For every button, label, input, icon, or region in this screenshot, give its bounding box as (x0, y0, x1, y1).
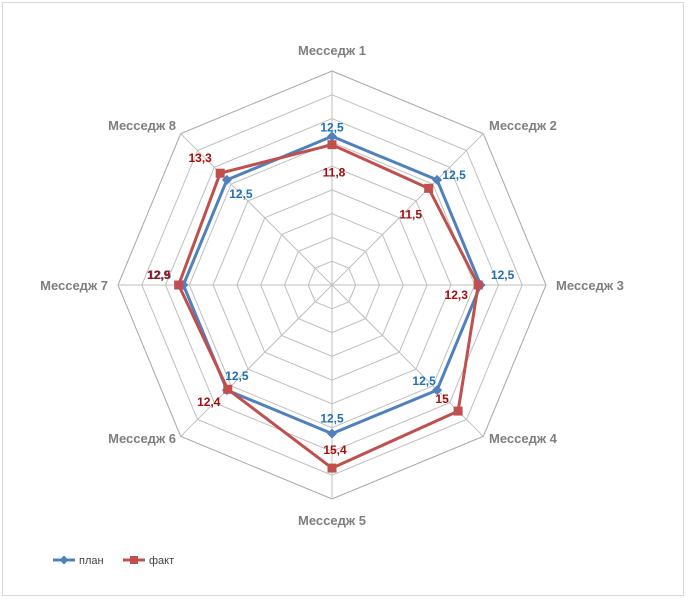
data-label: 11,5 (399, 207, 422, 221)
series-point (174, 280, 184, 290)
data-label: 12,5 (229, 187, 253, 201)
data-label: 12,5 (491, 268, 515, 282)
series-point (424, 183, 434, 193)
data-label: 12,9 (147, 268, 171, 282)
axis-spoke (331, 133, 484, 286)
category-label: Месседж 6 (108, 431, 176, 446)
radar-chart: Месседж 1 Месседж 2 Месседж 3 Месседж 4 Месс… (40, 43, 624, 567)
data-label: 11,8 (323, 166, 346, 180)
series-point (327, 131, 337, 142)
legend-label: план (79, 555, 104, 567)
data-label: 15 (435, 392, 449, 406)
axis-spoke (180, 133, 333, 286)
grid-layer (117, 70, 547, 500)
series-point (327, 140, 337, 150)
series-point (473, 280, 483, 290)
category-label: Месседж 7 (40, 278, 108, 293)
data-label: 12,5 (148, 268, 172, 282)
data-label: 12,5 (320, 120, 344, 134)
series-point (432, 174, 443, 185)
legend-marker (130, 556, 138, 564)
category-label: Месседж 2 (489, 118, 557, 133)
data-label: 12,5 (225, 369, 249, 383)
label-layer: Месседж 1 Месседж 2 Месседж 3 Месседж 4 Месс… (40, 43, 624, 528)
series-point (327, 463, 337, 473)
category-label: Месседж 4 (489, 431, 558, 446)
data-label: 12,5 (442, 168, 466, 182)
chart-frame: Месседж 1 Месседж 2 Месседж 3 Месседж 4 Месс… (2, 2, 684, 596)
category-label: Месседж 5 (298, 513, 366, 528)
legend-marker (59, 555, 69, 565)
data-label: 15,4 (323, 443, 347, 457)
series-point (432, 385, 443, 396)
category-label: Месседж 8 (108, 118, 176, 133)
category-label: Месседж 1 (298, 43, 366, 58)
series-layer (174, 131, 486, 473)
data-label: 12,3 (445, 288, 469, 302)
legend-label: факт (149, 555, 174, 567)
axis-spoke (180, 284, 333, 437)
data-label: 12,5 (320, 412, 344, 426)
data-label: 12,4 (197, 395, 221, 409)
series-point (327, 428, 337, 439)
data-label: 12,5 (412, 374, 436, 388)
legend: план факт (53, 555, 174, 567)
category-label: Месседж 3 (556, 278, 624, 293)
data-label: 13,3 (189, 151, 213, 165)
series-point (215, 168, 225, 178)
series-point (223, 384, 233, 394)
series-point (453, 406, 463, 416)
